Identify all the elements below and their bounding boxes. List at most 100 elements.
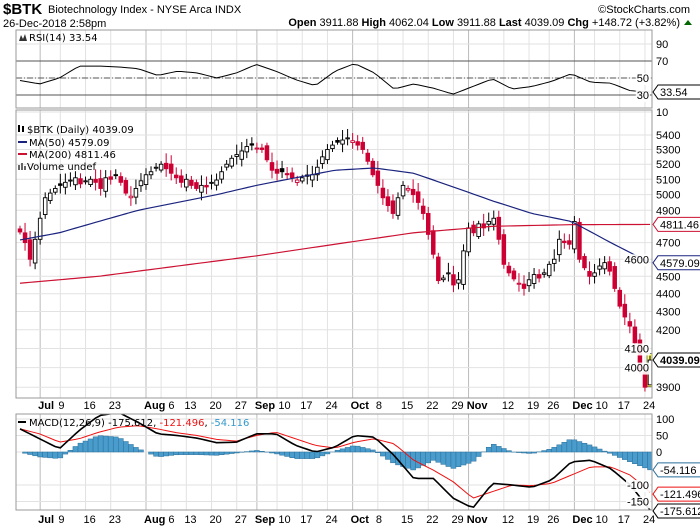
candle-body	[249, 143, 255, 146]
macd-histogram-bar	[617, 451, 623, 458]
macd-histogram-bar	[42, 451, 48, 458]
macd-histogram-bar	[611, 451, 618, 456]
x-tick-label: 10	[278, 514, 290, 526]
candle-body	[441, 277, 446, 281]
candle-body	[481, 223, 486, 229]
macd-histogram-bar	[516, 451, 522, 453]
last-price-tag: 4039.09	[660, 355, 700, 367]
low-value: 3911.88	[457, 17, 496, 29]
macd-line	[19, 414, 651, 510]
macd-histogram-bar	[415, 451, 421, 469]
macd-histogram-bar	[82, 440, 89, 453]
price-tick-label: 4400	[656, 289, 680, 301]
candle-body	[118, 176, 124, 183]
x-tick-label: Jul	[38, 400, 54, 412]
macd-histogram-bar	[596, 448, 603, 453]
rsi-tick-label: 90	[656, 39, 668, 51]
candle-body	[622, 303, 628, 318]
macd-histogram-bar	[501, 448, 507, 453]
macd-histogram-bar	[299, 451, 305, 459]
macd-histogram-bar	[67, 450, 74, 453]
candle-body	[113, 174, 119, 177]
candle-icon	[18, 125, 20, 132]
macd-signal-tag: -121.496	[660, 489, 700, 501]
price-series	[17, 129, 652, 392]
candle-body	[516, 282, 522, 285]
candle-body	[456, 279, 461, 284]
price-tick-label: 5300	[656, 144, 680, 156]
candle-body	[380, 187, 386, 199]
rsi-icon	[19, 34, 27, 41]
macd-histogram-bar	[274, 451, 280, 455]
macd-histogram-bar	[123, 441, 129, 453]
chg-label: Chg	[567, 17, 588, 29]
rsi-pane	[15, 29, 653, 109]
macd-histogram-bar	[420, 451, 426, 466]
candle-body	[592, 272, 597, 277]
macd-histogram-bar	[460, 451, 467, 466]
candle-body	[400, 184, 406, 197]
x-tick-label: 13	[184, 400, 196, 412]
macd-histogram-bar	[203, 451, 210, 456]
macd-histogram-bar	[128, 444, 134, 453]
candle-body	[143, 174, 149, 185]
candle-body	[73, 177, 78, 186]
tick-label-background	[625, 480, 650, 492]
rsi-tick-label: 50	[637, 73, 649, 85]
candle-body	[224, 163, 229, 168]
macd-hist-tag: -54.116	[660, 465, 697, 477]
up-arrow-icon	[684, 20, 692, 25]
x-tick-label: 12	[502, 514, 514, 526]
macd-histogram-bar	[188, 451, 195, 455]
macd-histogram-bar	[198, 451, 205, 456]
macd-histogram-bar	[178, 451, 185, 455]
candle-body	[506, 265, 512, 274]
candle-body	[360, 141, 365, 150]
rsi-value-tag-box	[652, 84, 700, 100]
candle-body	[536, 274, 542, 279]
price-tick-label: 3900	[656, 382, 680, 394]
candle-body	[53, 188, 58, 193]
candle-body	[173, 174, 179, 179]
candle-body	[567, 240, 572, 245]
candle-icon	[22, 126, 24, 132]
macd-histogram-bar	[304, 451, 311, 459]
macd-histogram-bar	[521, 451, 527, 454]
price-tick-label: 4900	[656, 205, 680, 217]
x-tick-label: 9	[58, 400, 64, 412]
macd-histogram-bar	[324, 451, 331, 455]
macd-histogram-bar	[163, 451, 169, 457]
candle-body	[345, 137, 350, 140]
macd-histogram-bar	[359, 447, 366, 453]
tick-label-background	[623, 343, 650, 356]
macd-histogram-bar	[107, 436, 114, 453]
macd-histogram-bar	[571, 439, 578, 453]
macd-tick-label: 100	[656, 414, 674, 426]
candle-body	[335, 140, 340, 143]
macd-histogram-bar	[254, 450, 260, 453]
x-tick-label: 24	[643, 514, 655, 526]
macd-hist-tag-box	[652, 462, 700, 478]
x-tick-label: Nov	[467, 400, 489, 412]
candle-body	[350, 140, 355, 143]
x-tick-label: 26	[547, 514, 559, 526]
x-tick-label: Jul	[38, 514, 54, 526]
macd-histogram-bar	[465, 451, 472, 464]
macd-histogram-bar	[208, 451, 215, 456]
ma50-line	[19, 167, 651, 264]
candle-body	[375, 170, 381, 186]
macd-histogram-bar	[344, 447, 351, 453]
macd-histogram-bar	[223, 451, 230, 455]
macd-histogram-bar	[385, 451, 391, 460]
macd-histogram-bar	[249, 450, 255, 453]
candle-body	[310, 174, 315, 181]
x-tick-label: 29	[451, 400, 463, 412]
macd-histogram-bar	[642, 451, 648, 469]
macd-histogram-bar	[556, 444, 563, 453]
candle-body	[607, 261, 612, 272]
macd-histogram-bar	[450, 451, 457, 469]
macd-histogram-bar	[284, 451, 290, 457]
price-tick-label: 5100	[656, 174, 680, 186]
candle-body	[194, 182, 199, 189]
